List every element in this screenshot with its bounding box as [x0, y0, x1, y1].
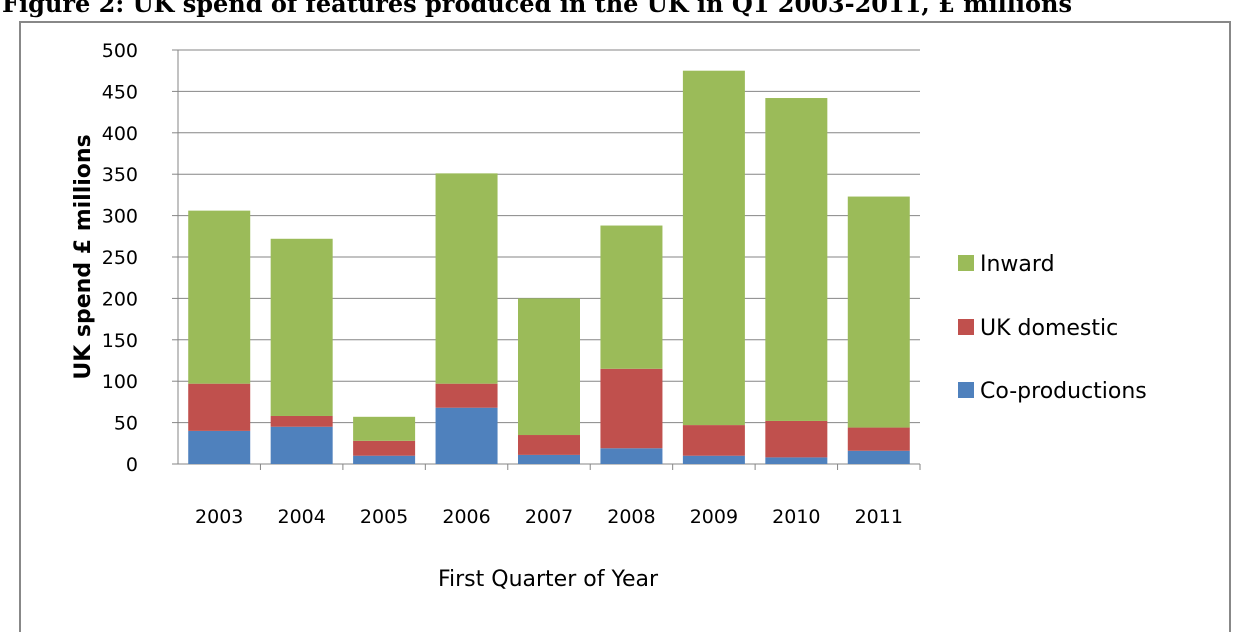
bar-segment	[682, 70, 745, 426]
bar-segment	[188, 210, 251, 384]
y-tick-label: 300	[102, 206, 138, 228]
x-tick-label: 2004	[277, 506, 325, 528]
bar-segment	[188, 430, 251, 464]
y-tick-label: 150	[102, 330, 138, 352]
x-tick-label: 2006	[442, 506, 490, 528]
y-axis-title: UK spend £ millions	[71, 134, 96, 379]
chart-title: Figure 2: UK spend of features produced …	[2, 0, 1072, 18]
bar-segment	[353, 455, 416, 464]
bar-segment	[270, 415, 333, 427]
bar-segment	[765, 98, 828, 421]
legend-label: Inward	[980, 252, 1055, 277]
bar-segment	[847, 196, 910, 428]
y-tick-label: 450	[102, 81, 138, 103]
bar-segment	[518, 435, 580, 455]
bar-segment	[518, 298, 580, 436]
bar-segment	[435, 407, 498, 464]
y-tick-label: 50	[114, 413, 138, 435]
legend-swatch	[958, 382, 974, 398]
legend-label: Co-productions	[980, 379, 1147, 404]
y-tick-label: 200	[102, 288, 138, 310]
x-tick-label: 2003	[195, 506, 243, 528]
legend-swatch	[958, 319, 974, 335]
bar-segment	[847, 450, 910, 464]
y-tick-label: 250	[102, 247, 138, 269]
x-tick-label: 2005	[360, 506, 408, 528]
bar-segment	[353, 416, 416, 441]
bar-segment	[435, 173, 498, 384]
x-tick-label: 2007	[525, 506, 573, 528]
bar-segment	[353, 440, 416, 456]
bar-segment	[682, 455, 745, 464]
legend-swatch	[958, 255, 974, 271]
y-tick-label: 500	[102, 40, 138, 62]
y-tick-label: 0	[126, 454, 138, 476]
bar-segment	[270, 426, 333, 464]
y-tick-label: 350	[102, 164, 138, 186]
bar-segment	[847, 427, 910, 451]
x-axis-title: First Quarter of Year	[438, 567, 659, 592]
bar-segment	[600, 368, 663, 449]
bar-segment	[600, 448, 663, 464]
y-tick-label: 100	[102, 371, 138, 393]
bar-segment	[765, 420, 828, 458]
legend-label: UK domestic	[980, 316, 1118, 341]
bar-segment	[518, 454, 580, 464]
bar-segment	[765, 457, 828, 464]
x-tick-label: 2008	[607, 506, 655, 528]
x-tick-label: 2009	[690, 506, 738, 528]
bar-segment	[600, 225, 663, 369]
bar-segment	[270, 238, 333, 416]
x-tick-label: 2011	[855, 506, 903, 528]
y-tick-label: 400	[102, 123, 138, 145]
bar-segment	[188, 383, 251, 431]
chart-frame	[19, 21, 1231, 632]
bar-segment	[682, 425, 745, 456]
x-tick-label: 2010	[772, 506, 820, 528]
bar-segment	[435, 383, 498, 408]
